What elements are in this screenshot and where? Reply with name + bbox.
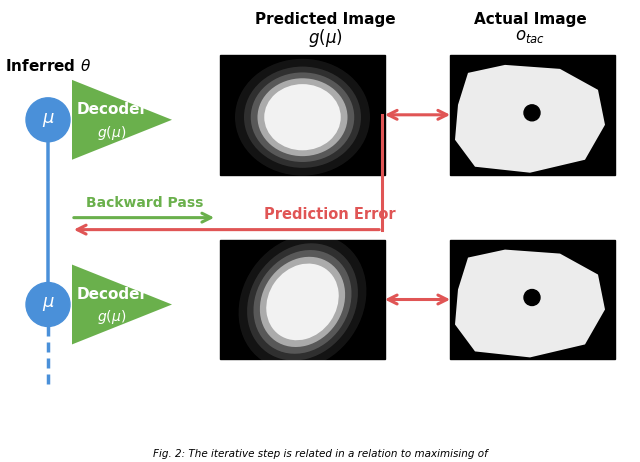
Text: Fig. 2: The iterative step is related in a relation to maximising of: Fig. 2: The iterative step is related in… <box>152 449 488 459</box>
Ellipse shape <box>235 59 370 176</box>
Bar <box>450 55 615 175</box>
Ellipse shape <box>247 243 358 360</box>
Circle shape <box>26 283 70 327</box>
Ellipse shape <box>257 78 348 156</box>
Text: Decoder: Decoder <box>77 102 147 117</box>
Ellipse shape <box>251 73 355 162</box>
Ellipse shape <box>244 67 361 168</box>
Text: Backward Pass: Backward Pass <box>86 195 204 210</box>
Text: $g(\mu)$: $g(\mu)$ <box>97 309 127 327</box>
Text: Inferred $\theta$: Inferred $\theta$ <box>5 58 91 74</box>
Circle shape <box>524 105 540 121</box>
Text: Prediction Error: Prediction Error <box>264 207 396 222</box>
Text: Actual Image: Actual Image <box>474 12 586 27</box>
Text: $g(\mu)$: $g(\mu)$ <box>97 124 127 142</box>
Ellipse shape <box>264 84 340 150</box>
Circle shape <box>524 290 540 305</box>
Circle shape <box>26 98 70 142</box>
Text: $o_{tac}$: $o_{tac}$ <box>515 27 545 45</box>
Polygon shape <box>455 65 605 173</box>
Text: Decoder: Decoder <box>77 287 147 302</box>
Text: $\mu$: $\mu$ <box>42 296 54 314</box>
Polygon shape <box>72 80 172 160</box>
Ellipse shape <box>253 250 351 354</box>
Ellipse shape <box>266 264 339 340</box>
Ellipse shape <box>239 234 367 370</box>
Bar <box>450 240 615 359</box>
Polygon shape <box>72 265 172 345</box>
Text: $g(\mu)$: $g(\mu)$ <box>308 27 342 49</box>
Text: $\mu$: $\mu$ <box>42 111 54 129</box>
Bar <box>220 240 385 359</box>
Polygon shape <box>455 249 605 358</box>
Ellipse shape <box>260 257 345 347</box>
Text: Predicted Image: Predicted Image <box>255 12 396 27</box>
Bar <box>220 55 385 175</box>
